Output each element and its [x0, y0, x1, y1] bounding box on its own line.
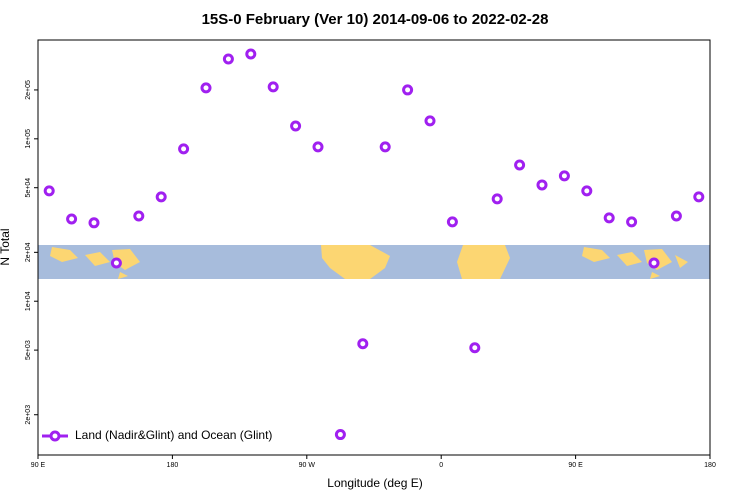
point: [558, 170, 570, 182]
point: [245, 48, 257, 60]
plot-frame: [37, 39, 711, 456]
x-tick-label: 180: [704, 462, 716, 469]
y-tick-label: 2e+03: [25, 405, 32, 425]
x-tick-label: 90 E: [31, 462, 46, 469]
x-tick-label: 90 E: [568, 462, 583, 469]
point: [222, 53, 234, 65]
point: [178, 143, 190, 155]
land: [582, 247, 688, 279]
point: [536, 179, 548, 191]
point: [312, 141, 324, 153]
point: [267, 81, 279, 93]
legend-label: Land (Nadir&Glint) and Ocean (Glint): [75, 428, 272, 442]
point: [648, 257, 660, 269]
y-tick-label: 1e+05: [25, 129, 32, 149]
point: [402, 84, 414, 96]
y-tick-label: 2e+05: [25, 80, 32, 100]
point: [88, 217, 100, 229]
point: [290, 120, 302, 132]
point: [43, 185, 55, 197]
y-tick-label: 1e+04: [25, 291, 32, 311]
x-tick-label: 0: [439, 462, 443, 469]
point: [110, 257, 122, 269]
land: [50, 247, 140, 279]
point: [200, 82, 212, 94]
y-tick-label: 5e+03: [25, 340, 32, 360]
point: [155, 191, 167, 203]
point: [581, 185, 593, 197]
land: [457, 245, 510, 279]
chart-title: 15S-0 February (Ver 10) 2014-09-06 to 20…: [202, 11, 549, 28]
point: [379, 141, 391, 153]
y-tick-label: 5e+04: [25, 178, 32, 198]
legend-marker: [49, 430, 61, 442]
x-tick-label: 90 W: [299, 462, 316, 469]
y-tick-label: 2e+04: [25, 242, 32, 262]
point: [491, 193, 503, 205]
point: [670, 210, 682, 222]
y-axis-label: N Total: [0, 228, 12, 265]
point: [133, 210, 145, 222]
land: [321, 245, 390, 279]
point: [626, 216, 638, 228]
x-tick-label: 180: [167, 462, 179, 469]
point: [334, 429, 346, 441]
point: [424, 115, 436, 127]
point: [693, 191, 705, 203]
point: [514, 159, 526, 171]
map-band: [38, 245, 710, 279]
point: [66, 213, 78, 225]
point: [603, 212, 615, 224]
point: [469, 342, 481, 354]
point: [357, 338, 369, 350]
x-axis-label: Longitude (deg E): [327, 476, 422, 490]
point: [446, 216, 458, 228]
